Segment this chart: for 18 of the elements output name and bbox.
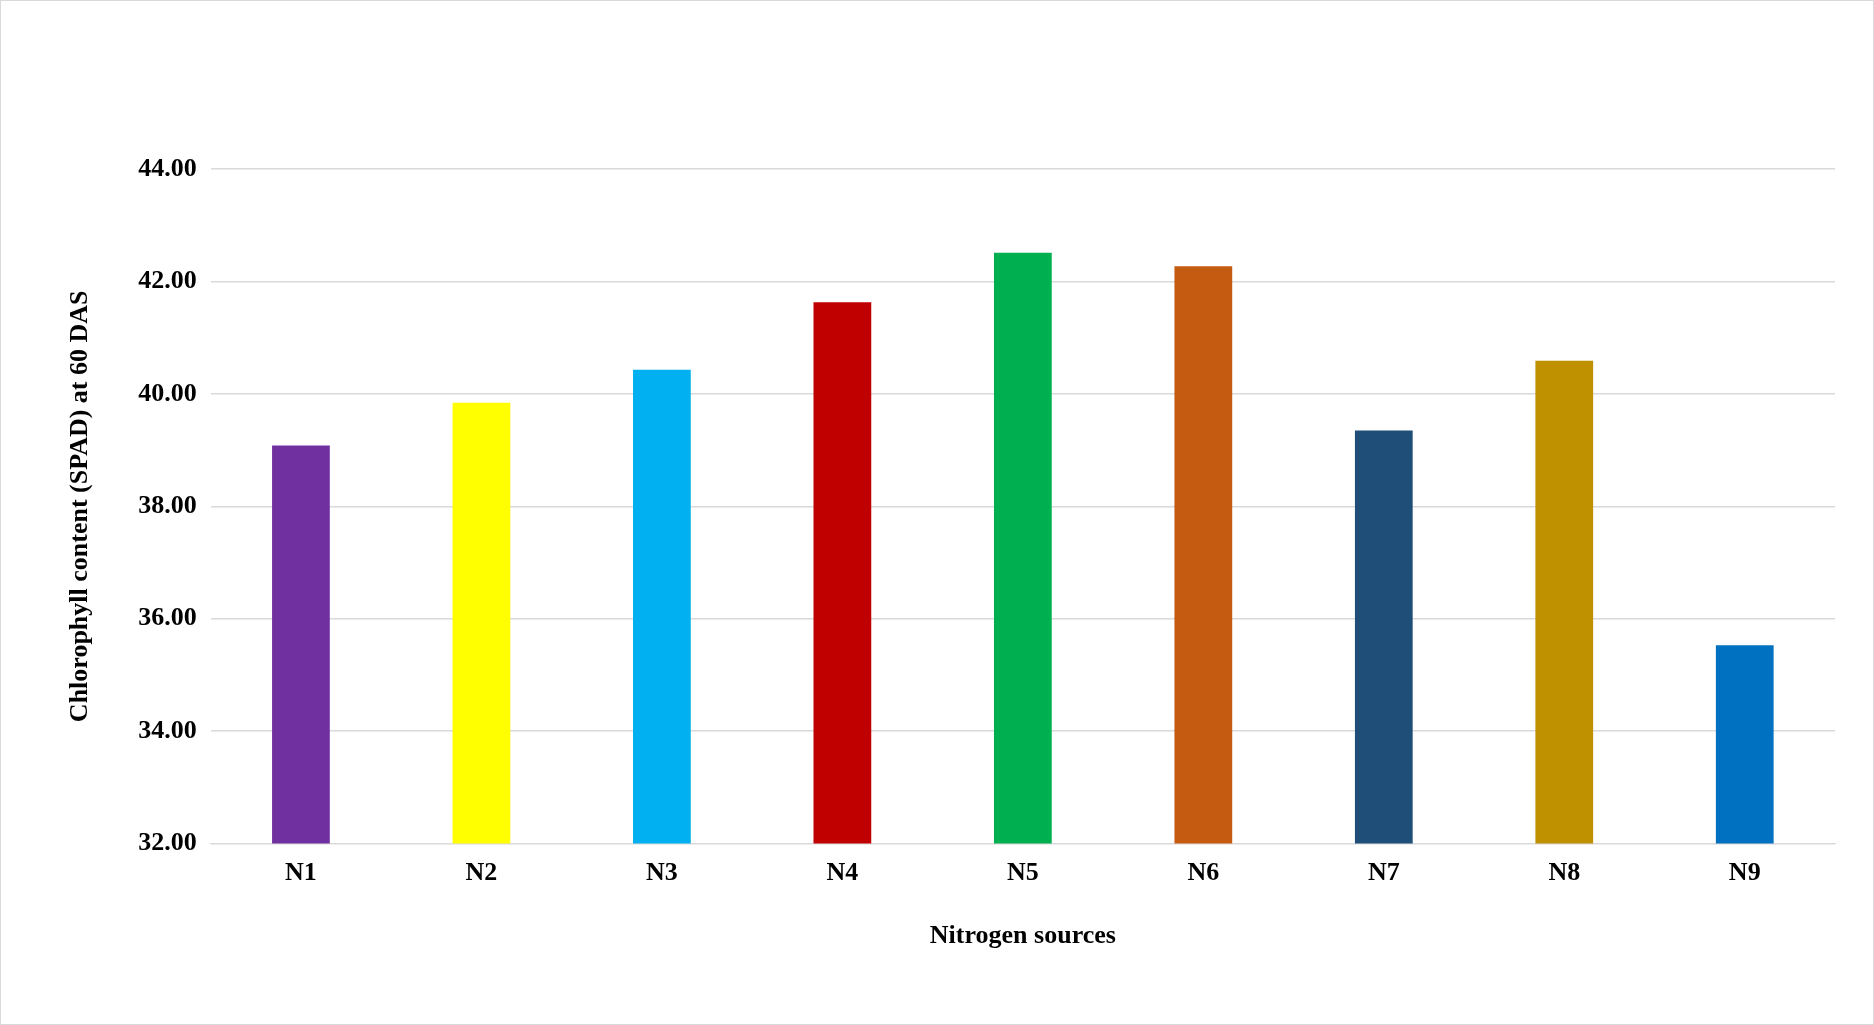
y-axis-title: Chlorophyll content (SPAD) at 60 DAS <box>64 290 94 723</box>
x-tick-label: N6 <box>1187 856 1220 886</box>
x-tick-label: N7 <box>1367 856 1400 886</box>
x-tick-label: N3 <box>646 856 678 886</box>
y-tick-label: 44.00 <box>138 152 197 182</box>
x-tick-label: N8 <box>1548 856 1581 886</box>
x-tick-label: N9 <box>1728 856 1761 886</box>
y-tick-label: 36.00 <box>138 602 197 632</box>
x-tick-label: N2 <box>465 856 498 886</box>
x-axis-title: Nitrogen sources <box>929 920 1116 950</box>
y-tick-label: 32.00 <box>138 827 197 857</box>
x-tick-label: N4 <box>826 856 859 886</box>
x-tick-label: N5 <box>1006 856 1039 886</box>
y-tick-label: 40.00 <box>138 377 197 407</box>
x-tick-label: N1 <box>285 856 317 886</box>
y-tick-label: 42.00 <box>138 265 197 295</box>
y-tick-label: 34.00 <box>138 714 197 744</box>
y-tick-label: 38.00 <box>138 490 197 520</box>
